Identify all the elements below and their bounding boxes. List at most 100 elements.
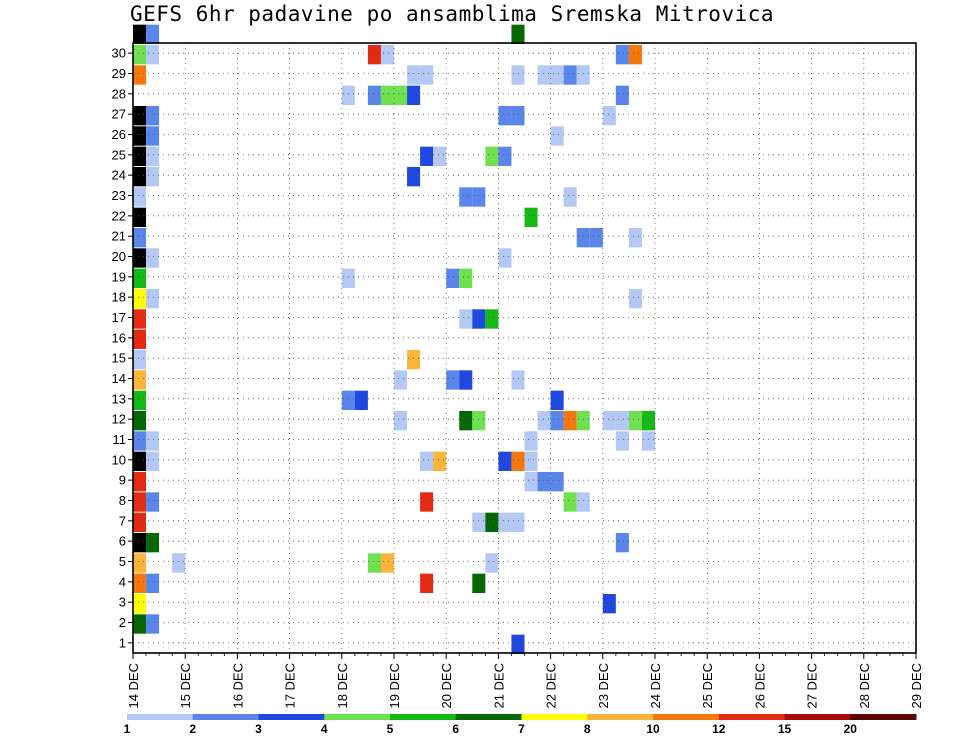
chart-title: GEFS 6hr padavine po ansamblima Sremska …: [130, 2, 775, 26]
heatmap-cell: [485, 512, 499, 532]
y-tick-label: 22: [112, 208, 126, 223]
heatmap-cell: [459, 411, 473, 431]
heatmap-cell: [615, 85, 629, 105]
heatmap-cell: [511, 65, 525, 85]
heatmap-cell: [133, 472, 147, 492]
y-tick-label: 17: [112, 310, 126, 325]
heatmap-cell: [133, 411, 147, 431]
heatmap-cell: [133, 45, 147, 65]
y-tick-label: 16: [112, 330, 126, 345]
heatmap-cell: [446, 268, 460, 288]
y-tick-label: 7: [119, 513, 126, 528]
heatmap-cell: [628, 228, 642, 248]
heatmap-cell: [576, 65, 590, 85]
heatmap-cell: [420, 65, 434, 85]
heatmap-cell: [407, 167, 421, 187]
y-tick-label: 13: [112, 391, 126, 406]
colorbar-segment: [587, 714, 654, 720]
x-tick-label: 21 DEC: [491, 663, 506, 709]
heatmap-cell: [133, 431, 147, 451]
colorbar-segment: [784, 714, 851, 720]
heatmap-cell: [641, 411, 655, 431]
heatmap-cell: [563, 492, 577, 512]
y-axis-ticks: 1234567891011121314151617181920212223242…: [112, 46, 133, 650]
heatmap-cell: [380, 553, 394, 573]
y-tick-label: 27: [112, 107, 126, 122]
heatmap-cell: [133, 289, 147, 309]
heatmap-cell: [133, 207, 147, 227]
heatmap-cell: [133, 24, 147, 44]
y-tick-label: 12: [112, 412, 126, 427]
heatmap-cell: [602, 594, 616, 614]
y-tick-label: 21: [112, 229, 126, 244]
heatmap-cell: [628, 411, 642, 431]
heatmap-cell: [380, 45, 394, 65]
heatmap-cell: [420, 573, 434, 593]
heatmap-cell: [354, 390, 368, 410]
y-tick-label: 5: [119, 554, 126, 569]
colorbar-segment: [455, 714, 522, 720]
heatmap-cell: [146, 289, 160, 309]
heatmap-cell: [133, 167, 147, 187]
heatmap-cell: [472, 512, 486, 532]
heatmap-cell: [459, 309, 473, 329]
colorbar-segment: [127, 714, 194, 720]
y-tick-label: 11: [113, 432, 127, 447]
heatmap-cell: [133, 268, 147, 288]
heatmap-cell: [133, 146, 147, 166]
x-tick-label: 20 DEC: [439, 663, 454, 709]
heatmap-cell: [615, 45, 629, 65]
colorbar-segment: [850, 714, 917, 720]
y-tick-label: 28: [112, 86, 126, 101]
colorbar-segment: [521, 714, 588, 720]
heatmap-cell: [133, 614, 147, 634]
heatmap-cell: [133, 65, 147, 85]
heatmap-cell: [133, 553, 147, 573]
heatmap-cell: [550, 390, 564, 410]
heatmap-cell: [550, 411, 564, 431]
heatmap-cell: [459, 370, 473, 390]
x-tick-label: 25 DEC: [700, 663, 715, 709]
heatmap-cell: [133, 370, 147, 390]
x-tick-label: 28 DEC: [857, 663, 872, 709]
heatmap-cell: [367, 45, 381, 65]
heatmap-cell: [367, 85, 381, 105]
heatmap-cell: [537, 472, 551, 492]
heatmap-cell: [133, 533, 147, 553]
y-tick-label: 1: [119, 635, 126, 650]
heatmap-cell: [485, 553, 499, 573]
heatmap-cell: [420, 146, 434, 166]
heatmap-cell: [498, 146, 512, 166]
grid-lines: [133, 43, 916, 653]
heatmap-cell: [524, 451, 538, 471]
y-tick-label: 8: [119, 493, 126, 508]
heatmap-cell: [628, 289, 642, 309]
heatmap-cell: [511, 512, 525, 532]
heatmap-cell: [511, 24, 525, 44]
heatmap-cell: [446, 370, 460, 390]
heatmap-cell: [576, 228, 590, 248]
heatmap-cell: [550, 65, 564, 85]
y-tick-label: 29: [112, 66, 126, 81]
heatmap-cell: [550, 472, 564, 492]
heatmap-cell: [146, 126, 160, 146]
y-tick-label: 26: [112, 127, 126, 142]
heatmap-cell: [615, 411, 629, 431]
heatmap-cell: [420, 492, 434, 512]
colorbar-label: 10: [646, 722, 660, 736]
heatmap-cell: [146, 146, 160, 166]
heatmap-cell: [133, 573, 147, 593]
heatmap-cell: [602, 411, 616, 431]
heatmap-cell: [133, 309, 147, 329]
heatmap-cell: [146, 533, 160, 553]
y-tick-label: 19: [112, 269, 126, 284]
heatmap-cell: [472, 573, 486, 593]
heatmap-cell: [498, 512, 512, 532]
heatmap-cell: [341, 85, 355, 105]
colorbar-label: 3: [255, 722, 262, 736]
heatmap-cell: [394, 85, 408, 105]
y-tick-label: 4: [119, 574, 126, 589]
heatmap-cell: [133, 350, 147, 370]
heatmap-cell: [459, 268, 473, 288]
